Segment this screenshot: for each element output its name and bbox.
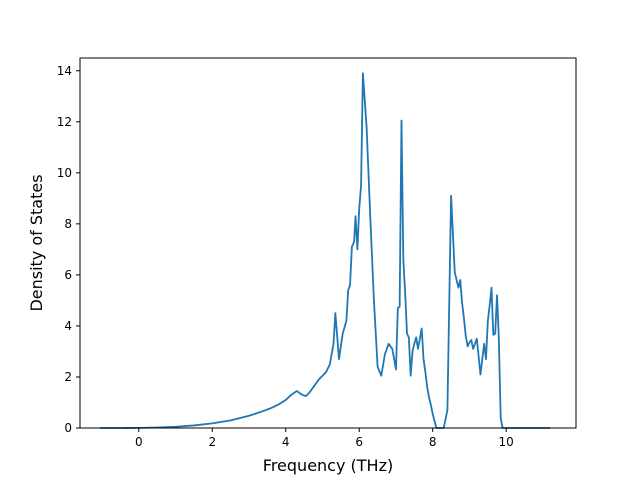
x-tick-label: 6 xyxy=(355,435,363,449)
x-axis-label: Frequency (THz) xyxy=(263,456,393,475)
plot-background xyxy=(80,58,576,428)
y-axis-ticks: 0 2 4 6 8 10 12 14 xyxy=(57,64,80,435)
y-tick-label: 0 xyxy=(64,421,72,435)
x-tick-label: 0 xyxy=(135,435,143,449)
y-tick-label: 4 xyxy=(64,319,72,333)
y-tick-label: 12 xyxy=(57,115,72,129)
y-tick-label: 10 xyxy=(57,166,72,180)
x-tick-label: 4 xyxy=(282,435,290,449)
x-tick-label: 10 xyxy=(499,435,514,449)
y-tick-label: 14 xyxy=(57,64,72,78)
x-axis-ticks: 0 2 4 6 8 10 xyxy=(135,428,514,449)
y-tick-label: 8 xyxy=(64,217,72,231)
x-tick-label: 2 xyxy=(208,435,216,449)
y-tick-label: 6 xyxy=(64,268,72,282)
plot-frame xyxy=(79,57,577,429)
y-tick-label: 2 xyxy=(64,370,72,384)
y-axis-label: Density of States xyxy=(27,174,46,311)
dos-series-line xyxy=(100,72,551,429)
x-tick-label: 8 xyxy=(429,435,437,449)
